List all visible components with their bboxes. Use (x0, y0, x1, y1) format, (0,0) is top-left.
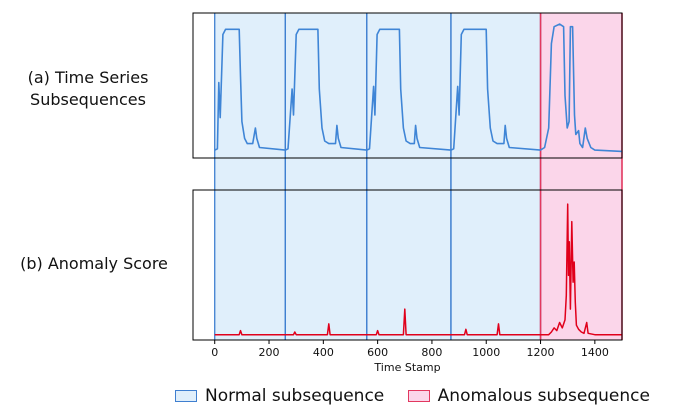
x-tick-label-400: 400 (313, 346, 334, 359)
time-series-line-0 (214, 23, 623, 153)
plot-lines (214, 23, 623, 336)
normal-region-1 (285, 13, 367, 340)
legend-label-anomalous: Anomalous subsequence (437, 386, 650, 406)
normal-region-0 (214, 13, 286, 340)
x-axis-label: Time Stamp (373, 361, 440, 374)
x-tick-label-600: 600 (367, 346, 388, 359)
axes-frames (192, 12, 623, 341)
legend: Normal subsequence Anomalous subsequence (175, 386, 668, 407)
x-tick-label-1400: 1400 (581, 346, 609, 359)
panel-a-label-line1: (a) Time Series (27, 68, 149, 87)
normal-region-2 (366, 13, 451, 340)
panel-a-label-line2: Subsequences (30, 90, 146, 109)
x-axis: 0 200 400 600 800 1000 1200 1400 Time Stamp (211, 340, 609, 374)
panel-frame-b (192, 189, 623, 341)
legend-swatch-anomalous (407, 390, 430, 402)
normal-region-3 (450, 13, 541, 340)
panel-b-label: (b) Anomaly Score (20, 254, 168, 273)
panel-frame-a (192, 12, 623, 159)
anomalous-region-4 (540, 13, 622, 340)
legend-item-anomalous: Anomalous subsequence (407, 386, 650, 406)
x-tick-label-1200: 1200 (527, 346, 555, 359)
subsequence-regions (192, 13, 623, 340)
x-tick-label-1000: 1000 (472, 346, 500, 359)
x-tick-label-200: 200 (259, 346, 280, 359)
x-tick-label-0: 0 (211, 346, 218, 359)
panel-gap (192, 159, 623, 190)
panel-a-label: (a) Time Series Subsequences (4, 67, 172, 111)
x-tick-label-800: 800 (421, 346, 442, 359)
legend-swatch-normal (175, 390, 197, 402)
anomaly-score-line-0 (214, 203, 622, 336)
legend-label-normal: Normal subsequence (205, 386, 385, 406)
legend-item-normal: Normal subsequence (175, 386, 384, 406)
